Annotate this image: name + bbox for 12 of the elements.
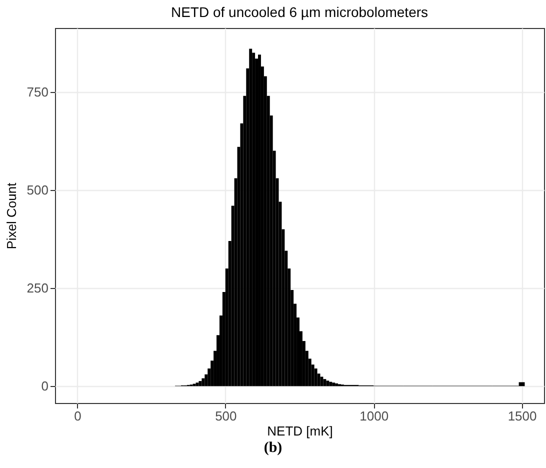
x-tick-label: 1500 [508,408,537,424]
x-tick-label: 1000 [360,408,389,424]
y-tick-label: 250 [26,280,48,296]
y-tick-label: 500 [26,182,48,198]
chart-title: NETD of uncooled 6 µm microbolometers [170,4,428,20]
y-axis-title: Pixel Count [4,182,19,250]
x-tick-label: 0 [74,408,82,424]
y-tick-label: 750 [26,84,48,100]
y-tick-label: 0 [41,378,48,394]
text: (b) [262,440,284,457]
x-tick-label: 500 [215,408,237,424]
x-axis-title: NETD [mK] [267,424,333,438]
